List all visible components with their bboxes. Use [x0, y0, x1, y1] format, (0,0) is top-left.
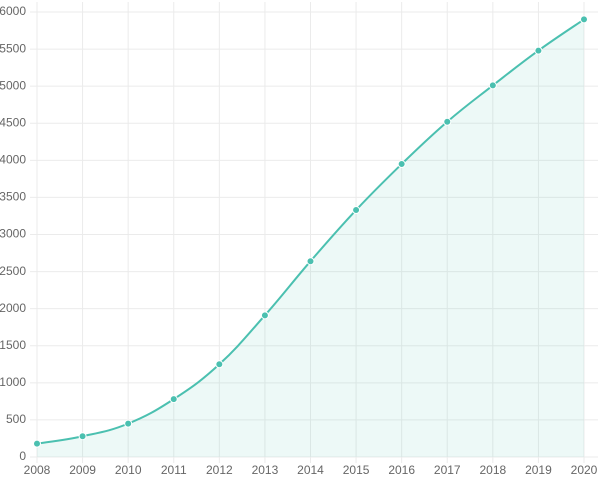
point	[78, 432, 87, 441]
x-tick-label: 2013	[252, 463, 279, 477]
x-tick-label: 2016	[388, 463, 415, 477]
point	[488, 81, 497, 90]
y-tick-label: 5500	[0, 41, 26, 55]
x-tick-label: 2020	[571, 463, 598, 477]
point	[580, 15, 588, 24]
point	[169, 395, 178, 404]
x-tick-label: 2014	[297, 463, 324, 477]
point	[397, 160, 406, 169]
point	[443, 117, 452, 126]
y-tick-label: 1500	[0, 338, 26, 352]
point	[124, 419, 133, 428]
point	[352, 206, 361, 215]
x-tick-label: 2011	[161, 463, 187, 477]
x-tick-label: 2008	[24, 463, 51, 477]
point	[260, 311, 269, 320]
x-tick-label: 2018	[479, 463, 506, 477]
y-tick-label: 500	[6, 412, 26, 426]
x-tick-label: 2019	[525, 463, 552, 477]
y-tick-label: 2500	[0, 264, 26, 278]
x-tick-label: 2017	[434, 463, 461, 477]
x-tick-label: 2010	[115, 463, 142, 477]
x-tick-label: 2009	[69, 463, 96, 477]
y-tick-label: 1000	[0, 375, 26, 389]
y-tick-label: 3500	[0, 190, 26, 204]
area	[37, 19, 584, 458]
y-tick-label: 0	[19, 449, 26, 463]
y-tick-label: 4000	[0, 153, 26, 167]
point	[306, 257, 315, 266]
y-tick-label: 4500	[0, 115, 26, 129]
y-tick-label: 6000	[0, 4, 26, 18]
x-tick-label: 2015	[343, 463, 370, 477]
point	[33, 439, 41, 448]
point	[215, 360, 224, 369]
y-tick-label: 2000	[0, 301, 26, 315]
x-tick-label: 2012	[206, 463, 233, 477]
y-tick-label: 5000	[0, 78, 26, 92]
point	[534, 46, 543, 55]
y-tick-label: 3000	[0, 227, 26, 241]
